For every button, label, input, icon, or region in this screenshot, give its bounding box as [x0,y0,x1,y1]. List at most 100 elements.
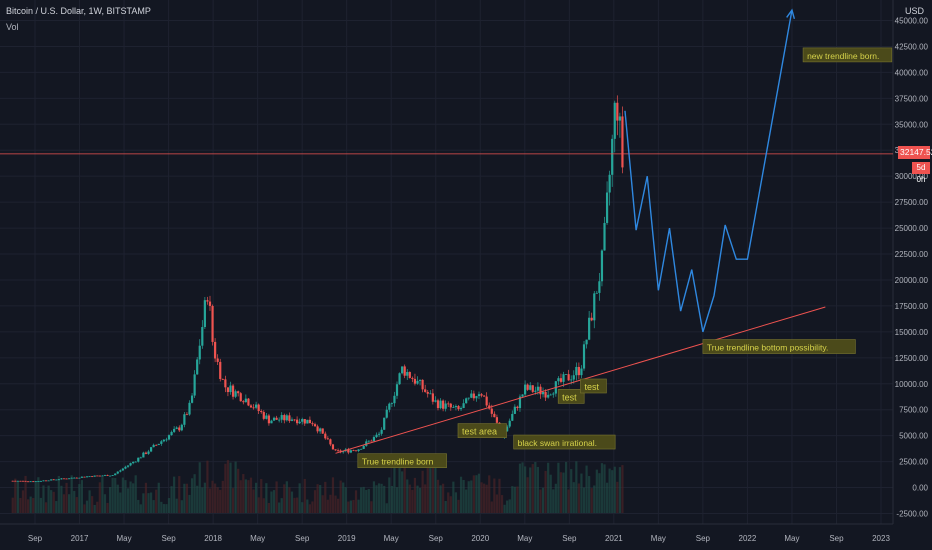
volume-bar [180,500,183,513]
candle-body [580,368,583,376]
candle-body [237,391,240,394]
candle-body [293,419,296,421]
symbol-title[interactable]: Bitcoin / U.S. Dollar, 1W, BITSTAMP [6,6,151,16]
candle-body [160,441,163,444]
annotation-box [802,47,893,63]
volume-bar [255,482,258,513]
volume-bar [121,477,124,513]
volume-bar [27,499,30,513]
candle-body [401,366,404,374]
volume-bar [377,483,381,513]
volume-bar [539,489,542,513]
candle-body [78,477,81,479]
candle-body [252,407,255,409]
price-tick-label: 37500.00 [895,94,929,103]
volume-bar [334,495,337,513]
candle-body [185,414,189,416]
volume-bar [347,501,350,513]
candle-body [372,437,376,442]
volume-bar [511,486,514,513]
candle-body [83,476,86,478]
volume-bar [311,501,314,513]
volume-bar [298,483,301,513]
volume-bar [111,477,114,513]
volume-bar [216,487,219,513]
candle-body [593,293,596,321]
volume-bar [188,494,191,513]
volume-bar [252,489,255,513]
candle-body [121,468,124,471]
candle-body [449,403,452,408]
volume-bar [621,465,624,513]
candle-body [152,444,155,448]
candle-body [196,359,199,375]
candle-body [260,411,263,413]
candle-body [85,476,89,478]
candle-body [267,415,271,424]
volume-bar [485,484,488,513]
candle-body [178,427,181,431]
volume-bar [616,481,619,513]
volume-bar [370,501,373,513]
candle-body [549,394,552,396]
candle-body [175,427,178,429]
volume-bar [506,500,509,513]
volume-bar [165,504,168,513]
volume-bar [178,476,181,513]
volume-bar [449,496,452,513]
volume-bar [19,497,22,513]
volume-bar [114,478,117,513]
annotation-text: True trendline bottom possibility. [707,343,828,353]
volume-bar [175,498,178,513]
candle-body [616,102,619,121]
volume-bar [183,483,186,513]
volume-bar [454,492,458,513]
volume-bar [295,497,299,513]
volume-bar [416,485,419,513]
volume-bar [275,481,278,513]
volume-bar [344,487,347,513]
volume-bar [613,466,616,513]
volume-bar [529,467,532,513]
volume-bar [413,477,417,513]
price-tick-label: 42500.00 [895,42,929,51]
volume-bar [198,462,201,513]
volume-bar [362,486,365,513]
candle-body [347,449,350,453]
price-tick-label: 17500.00 [895,302,929,311]
candle-body [144,452,148,454]
volume-bar [265,483,268,513]
volume-bar [390,485,393,513]
price-tick-label: 10000.00 [895,380,929,389]
volume-bar [303,478,306,513]
candle-body [124,466,127,469]
candle-body [149,447,153,452]
candle-body [426,391,429,394]
volume-bar [93,504,96,513]
volume-bar [618,467,621,513]
candle-body [108,475,112,477]
volume-label[interactable]: Vol [6,22,19,32]
time-tick-label: 2017 [71,534,89,543]
price-tick-label: 22500.00 [895,250,929,259]
candle-body [577,366,580,376]
candle-body [188,402,191,415]
candle-body [308,419,312,424]
volume-bar [157,482,160,513]
volume-bar [249,477,253,513]
volume-bar [385,503,388,513]
annotations: new trendline born. True trendline bottom… [357,47,893,469]
candle-body [521,394,524,397]
volume-bar [70,475,73,513]
volume-bar [375,485,378,513]
volume-bar [267,502,271,513]
candle-body [570,379,573,381]
candle-body [457,406,460,410]
candle-body [73,477,76,479]
candle-body [208,301,212,306]
candle-body [285,415,288,421]
volume-bar [547,462,550,513]
candle-body [70,477,73,479]
candle-body [354,450,358,452]
candle-body [406,372,409,376]
